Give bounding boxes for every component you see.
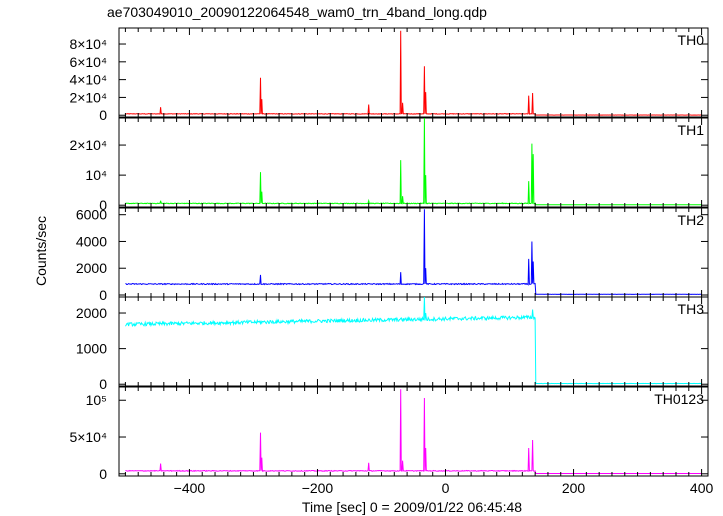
series-line-th0 (125, 30, 702, 116)
panel-th1: TH1 0 10⁴ 2×10⁴ (69, 117, 709, 213)
y-tick-label: 6×10⁴ (69, 54, 107, 70)
y-tick-label: 1000 (76, 341, 107, 357)
panel-frame (118, 296, 709, 387)
panels-group: TH002×10⁴4×10⁴6×10⁴8×10⁴TH1010⁴2×10⁴TH20… (69, 27, 714, 496)
y-tick-label: 2×10⁴ (69, 89, 107, 105)
y-tick-label: 2000 (76, 260, 107, 276)
panel-label-th2: TH2 (678, 212, 705, 228)
series-line-th3 (125, 296, 702, 385)
y-tick-label: 5×10⁴ (69, 429, 107, 445)
panel-th0123: TH0123 0 5×10⁴ 10⁵ (69, 386, 709, 482)
panel-frame (118, 27, 709, 118)
y-axis-label: Counts/sec (33, 216, 49, 286)
y-tick-label: 4×10⁴ (69, 72, 107, 88)
y-tick-label: 0 (99, 376, 107, 392)
x-tick-label: 200 (562, 480, 586, 496)
y-tick-label: 2000 (76, 305, 107, 321)
y-tick-label: 0 (99, 197, 107, 213)
y-tick-label: 10⁴ (85, 167, 107, 183)
series-line-th0123 (125, 389, 702, 474)
chart-title: ae703049010_20090122064548_wam0_trn_4ban… (107, 4, 487, 20)
series-line-th1 (125, 117, 702, 206)
y-tick-label: 6000 (76, 207, 107, 223)
y-tick-label: 2×10⁴ (69, 137, 107, 153)
y-tick-label: 0 (99, 466, 107, 482)
panel-label-th1: TH1 (678, 122, 705, 138)
series-line-th2 (125, 209, 702, 295)
y-tick-label: 10⁵ (86, 392, 107, 408)
x-tick-label: −400 (174, 480, 206, 496)
panel-frame (118, 386, 709, 477)
x-tick-label: −200 (302, 480, 334, 496)
y-tick-label: 0 (99, 287, 107, 303)
panel-th3: TH3 0 1000 2000 (76, 296, 709, 392)
x-tick-label: 0 (442, 480, 450, 496)
y-tick-label: 0 (99, 107, 107, 123)
x-axis-label: Time [sec] 0 = 2009/01/22 06:45:48 (302, 499, 522, 515)
panel-label-th3: TH3 (678, 301, 705, 317)
y-tick-label: 8×10⁴ (69, 36, 107, 52)
x-tick-label: 400 (690, 480, 714, 496)
panel-frame (118, 117, 709, 208)
panel-label-th0: TH0 (678, 32, 705, 48)
panel-th2: TH2 0 2000 4000 6000 (76, 207, 709, 303)
y-tick-label: 4000 (76, 233, 107, 249)
panel-label-th0123: TH0123 (654, 391, 704, 407)
